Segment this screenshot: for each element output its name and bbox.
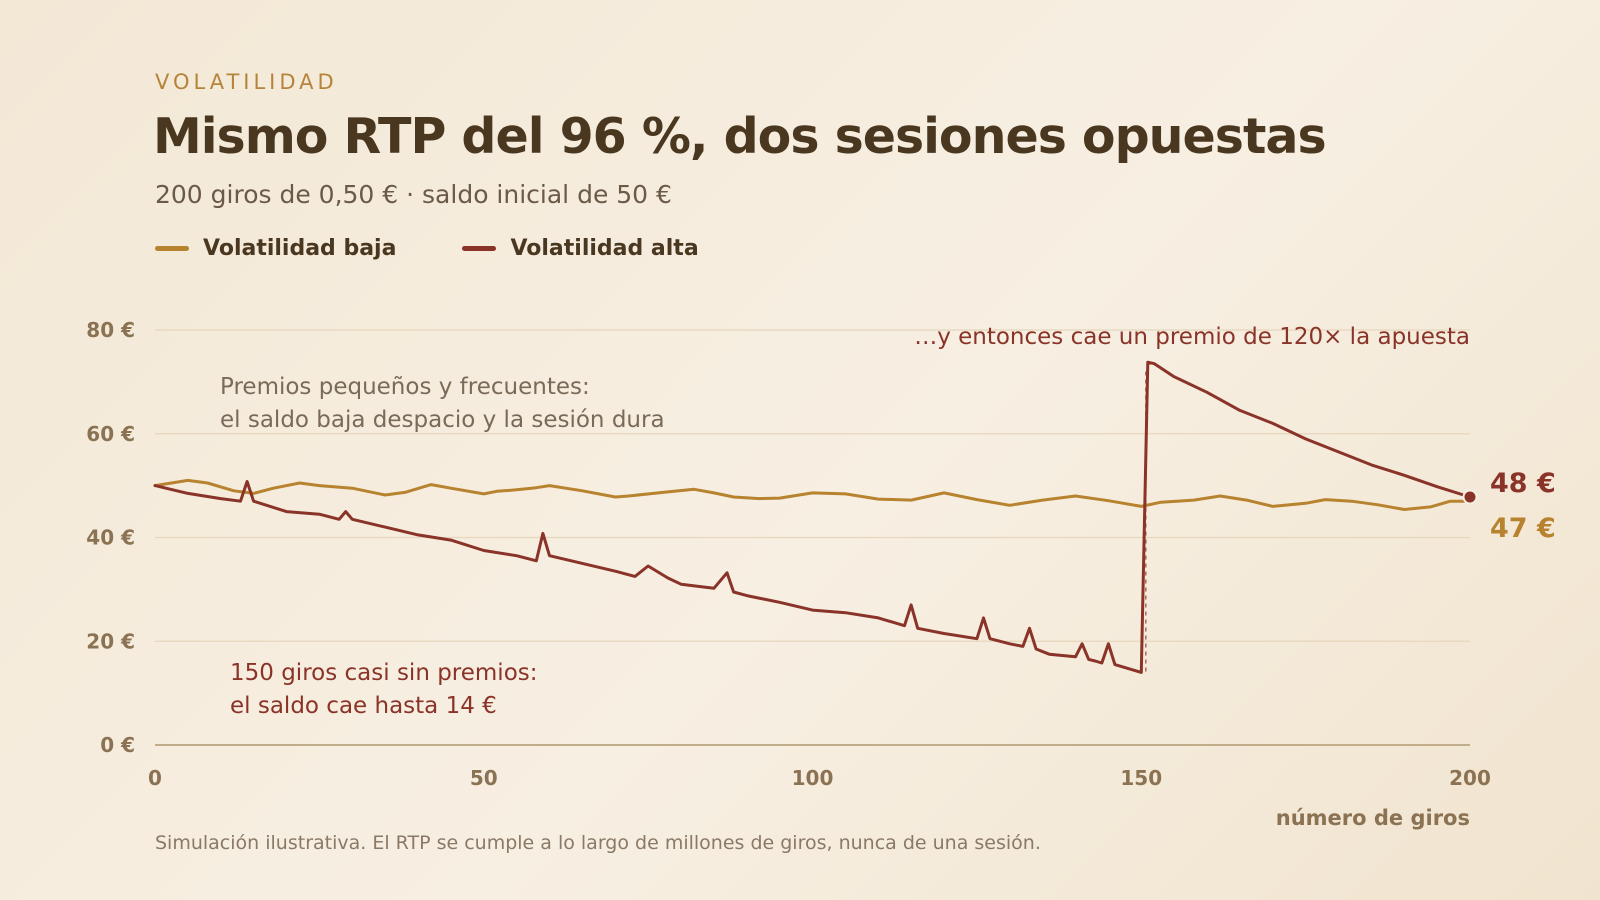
end-label-high: 48 € <box>1490 468 1556 499</box>
annotation-low-line-1: Premios pequeños y frecuentes: <box>220 374 590 400</box>
x-tick-label: 0 <box>148 766 162 790</box>
x-tick-label: 200 <box>1449 766 1491 790</box>
annotation-high-volatility: 150 giros casi sin premios: el saldo cae… <box>230 660 545 719</box>
end-label-low: 47 € <box>1490 513 1556 544</box>
annotation-jackpot: …y entonces cae un premio de 120× la apu… <box>914 324 1470 350</box>
legend-swatch-low <box>155 246 189 251</box>
y-tick-label: 40 € <box>86 526 135 550</box>
x-tick-label: 150 <box>1120 766 1162 790</box>
x-axis-title: número de giros <box>1276 806 1470 830</box>
y-axis-ticks: 0 € 20 € 40 € 60 € 80 € <box>86 318 135 757</box>
y-tick-label: 0 € <box>100 733 135 757</box>
annotation-low-volatility: Premios pequeños y frecuentes: el saldo … <box>220 374 665 433</box>
legend: Volatilidad baja Volatilidad alta <box>155 236 699 261</box>
kicker: VOLATILIDAD <box>155 70 338 94</box>
annotation-high-line-2: el saldo cae hasta 14 € <box>230 693 497 719</box>
y-tick-label: 80 € <box>86 318 135 342</box>
legend-item-low: Volatilidad baja <box>155 236 396 261</box>
x-axis-ticks: 0 50 100 150 200 <box>148 766 1491 790</box>
legend-swatch-high <box>462 246 497 251</box>
annotation-low-line-2: el saldo baja despacio y la sesión dura <box>220 407 665 433</box>
grid <box>155 329 1470 746</box>
legend-label-high: Volatilidad alta <box>510 236 699 261</box>
y-tick-label: 60 € <box>86 422 135 446</box>
x-tick-label: 100 <box>792 766 834 790</box>
end-point-high <box>1462 489 1478 505</box>
chart-subtitle: 200 giros de 0,50 € · saldo inicial de 5… <box>155 180 672 209</box>
series-line-low <box>153 478 1472 511</box>
legend-label-low: Volatilidad baja <box>203 236 397 261</box>
series-line-high <box>153 360 1472 674</box>
chart-title: Mismo RTP del 96 %, dos sesiones opuesta… <box>153 108 1327 165</box>
footnote: Simulación ilustrativa. El RTP se cumple… <box>155 832 1041 854</box>
annotation-high-line-1: 150 giros casi sin premios: <box>230 660 538 686</box>
y-tick-label: 20 € <box>86 629 135 653</box>
legend-item-high: Volatilidad alta <box>462 236 699 261</box>
x-tick-label: 50 <box>470 766 498 790</box>
